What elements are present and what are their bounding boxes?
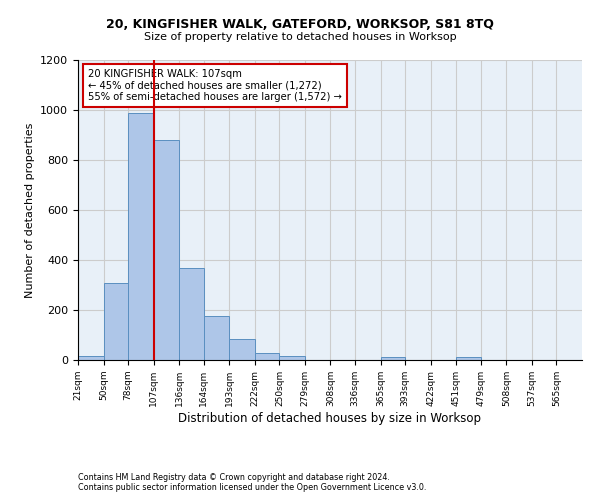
Text: Contains HM Land Registry data © Crown copyright and database right 2024.: Contains HM Land Registry data © Crown c… <box>78 472 390 482</box>
Bar <box>154 140 179 360</box>
Bar <box>128 112 154 360</box>
Y-axis label: Number of detached properties: Number of detached properties <box>25 122 35 298</box>
Bar <box>204 316 229 360</box>
Bar <box>380 357 405 360</box>
Bar <box>179 268 204 360</box>
Text: 20, KINGFISHER WALK, GATEFORD, WORKSOP, S81 8TQ: 20, KINGFISHER WALK, GATEFORD, WORKSOP, … <box>106 18 494 30</box>
Bar <box>255 353 280 360</box>
X-axis label: Distribution of detached houses by size in Worksop: Distribution of detached houses by size … <box>179 412 482 424</box>
Text: Size of property relative to detached houses in Worksop: Size of property relative to detached ho… <box>143 32 457 42</box>
Text: 20 KINGFISHER WALK: 107sqm
← 45% of detached houses are smaller (1,272)
55% of s: 20 KINGFISHER WALK: 107sqm ← 45% of deta… <box>88 69 342 102</box>
Text: Contains public sector information licensed under the Open Government Licence v3: Contains public sector information licen… <box>78 482 427 492</box>
Bar <box>456 357 481 360</box>
Bar <box>229 339 255 360</box>
Bar <box>280 356 305 360</box>
Bar <box>104 282 128 360</box>
Bar <box>78 356 104 360</box>
